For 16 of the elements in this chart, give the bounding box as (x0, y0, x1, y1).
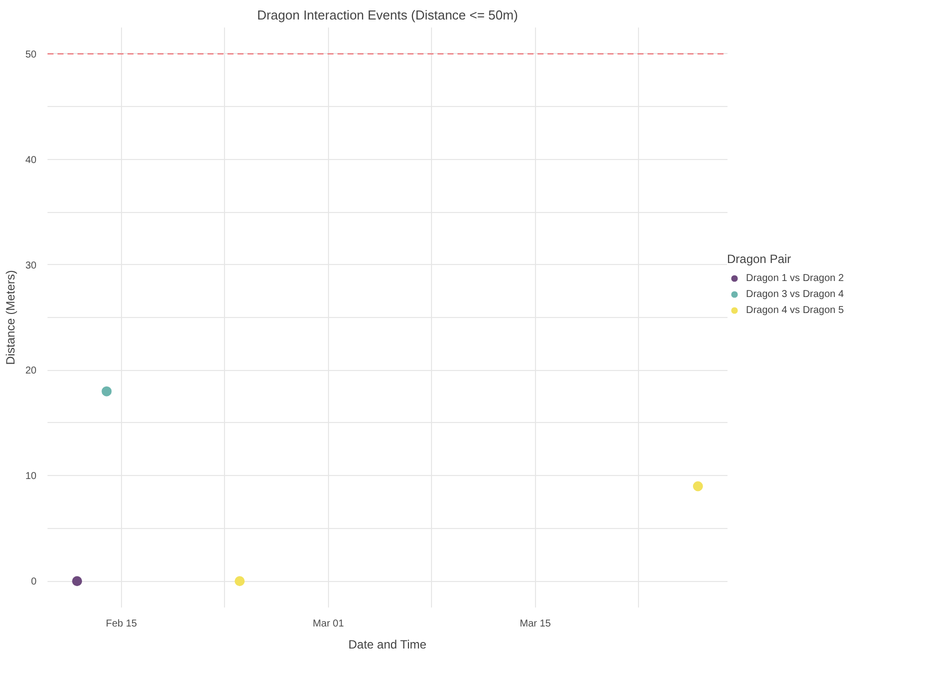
legend-label: Dragon 3 vs Dragon 4 (746, 288, 844, 301)
x-tick-label: Feb 15 (106, 618, 138, 630)
legend-label: Dragon 4 vs Dragon 5 (746, 304, 844, 317)
x-axis-title: Date and Time (348, 638, 427, 652)
y-tick-label: 40 (25, 154, 37, 166)
y-tick-label: 50 (25, 49, 37, 60)
x-tick-label: Mar 15 (520, 618, 552, 630)
y-tick-label: 0 (30, 576, 37, 588)
legend-title: Dragon Pair (727, 252, 792, 266)
legend-label: Dragon 1 vs Dragon 2 (746, 272, 844, 285)
y-axis-title: Distance (Meters) (3, 270, 18, 365)
y-tick-label: 10 (25, 471, 37, 482)
chart-title: Dragon Interaction Events (Distance <= 50m) (257, 8, 518, 22)
x-tick-label: Mar 01 (312, 618, 344, 630)
y-tick-label: 20 (25, 366, 37, 377)
y-tick-label: 30 (25, 260, 37, 272)
